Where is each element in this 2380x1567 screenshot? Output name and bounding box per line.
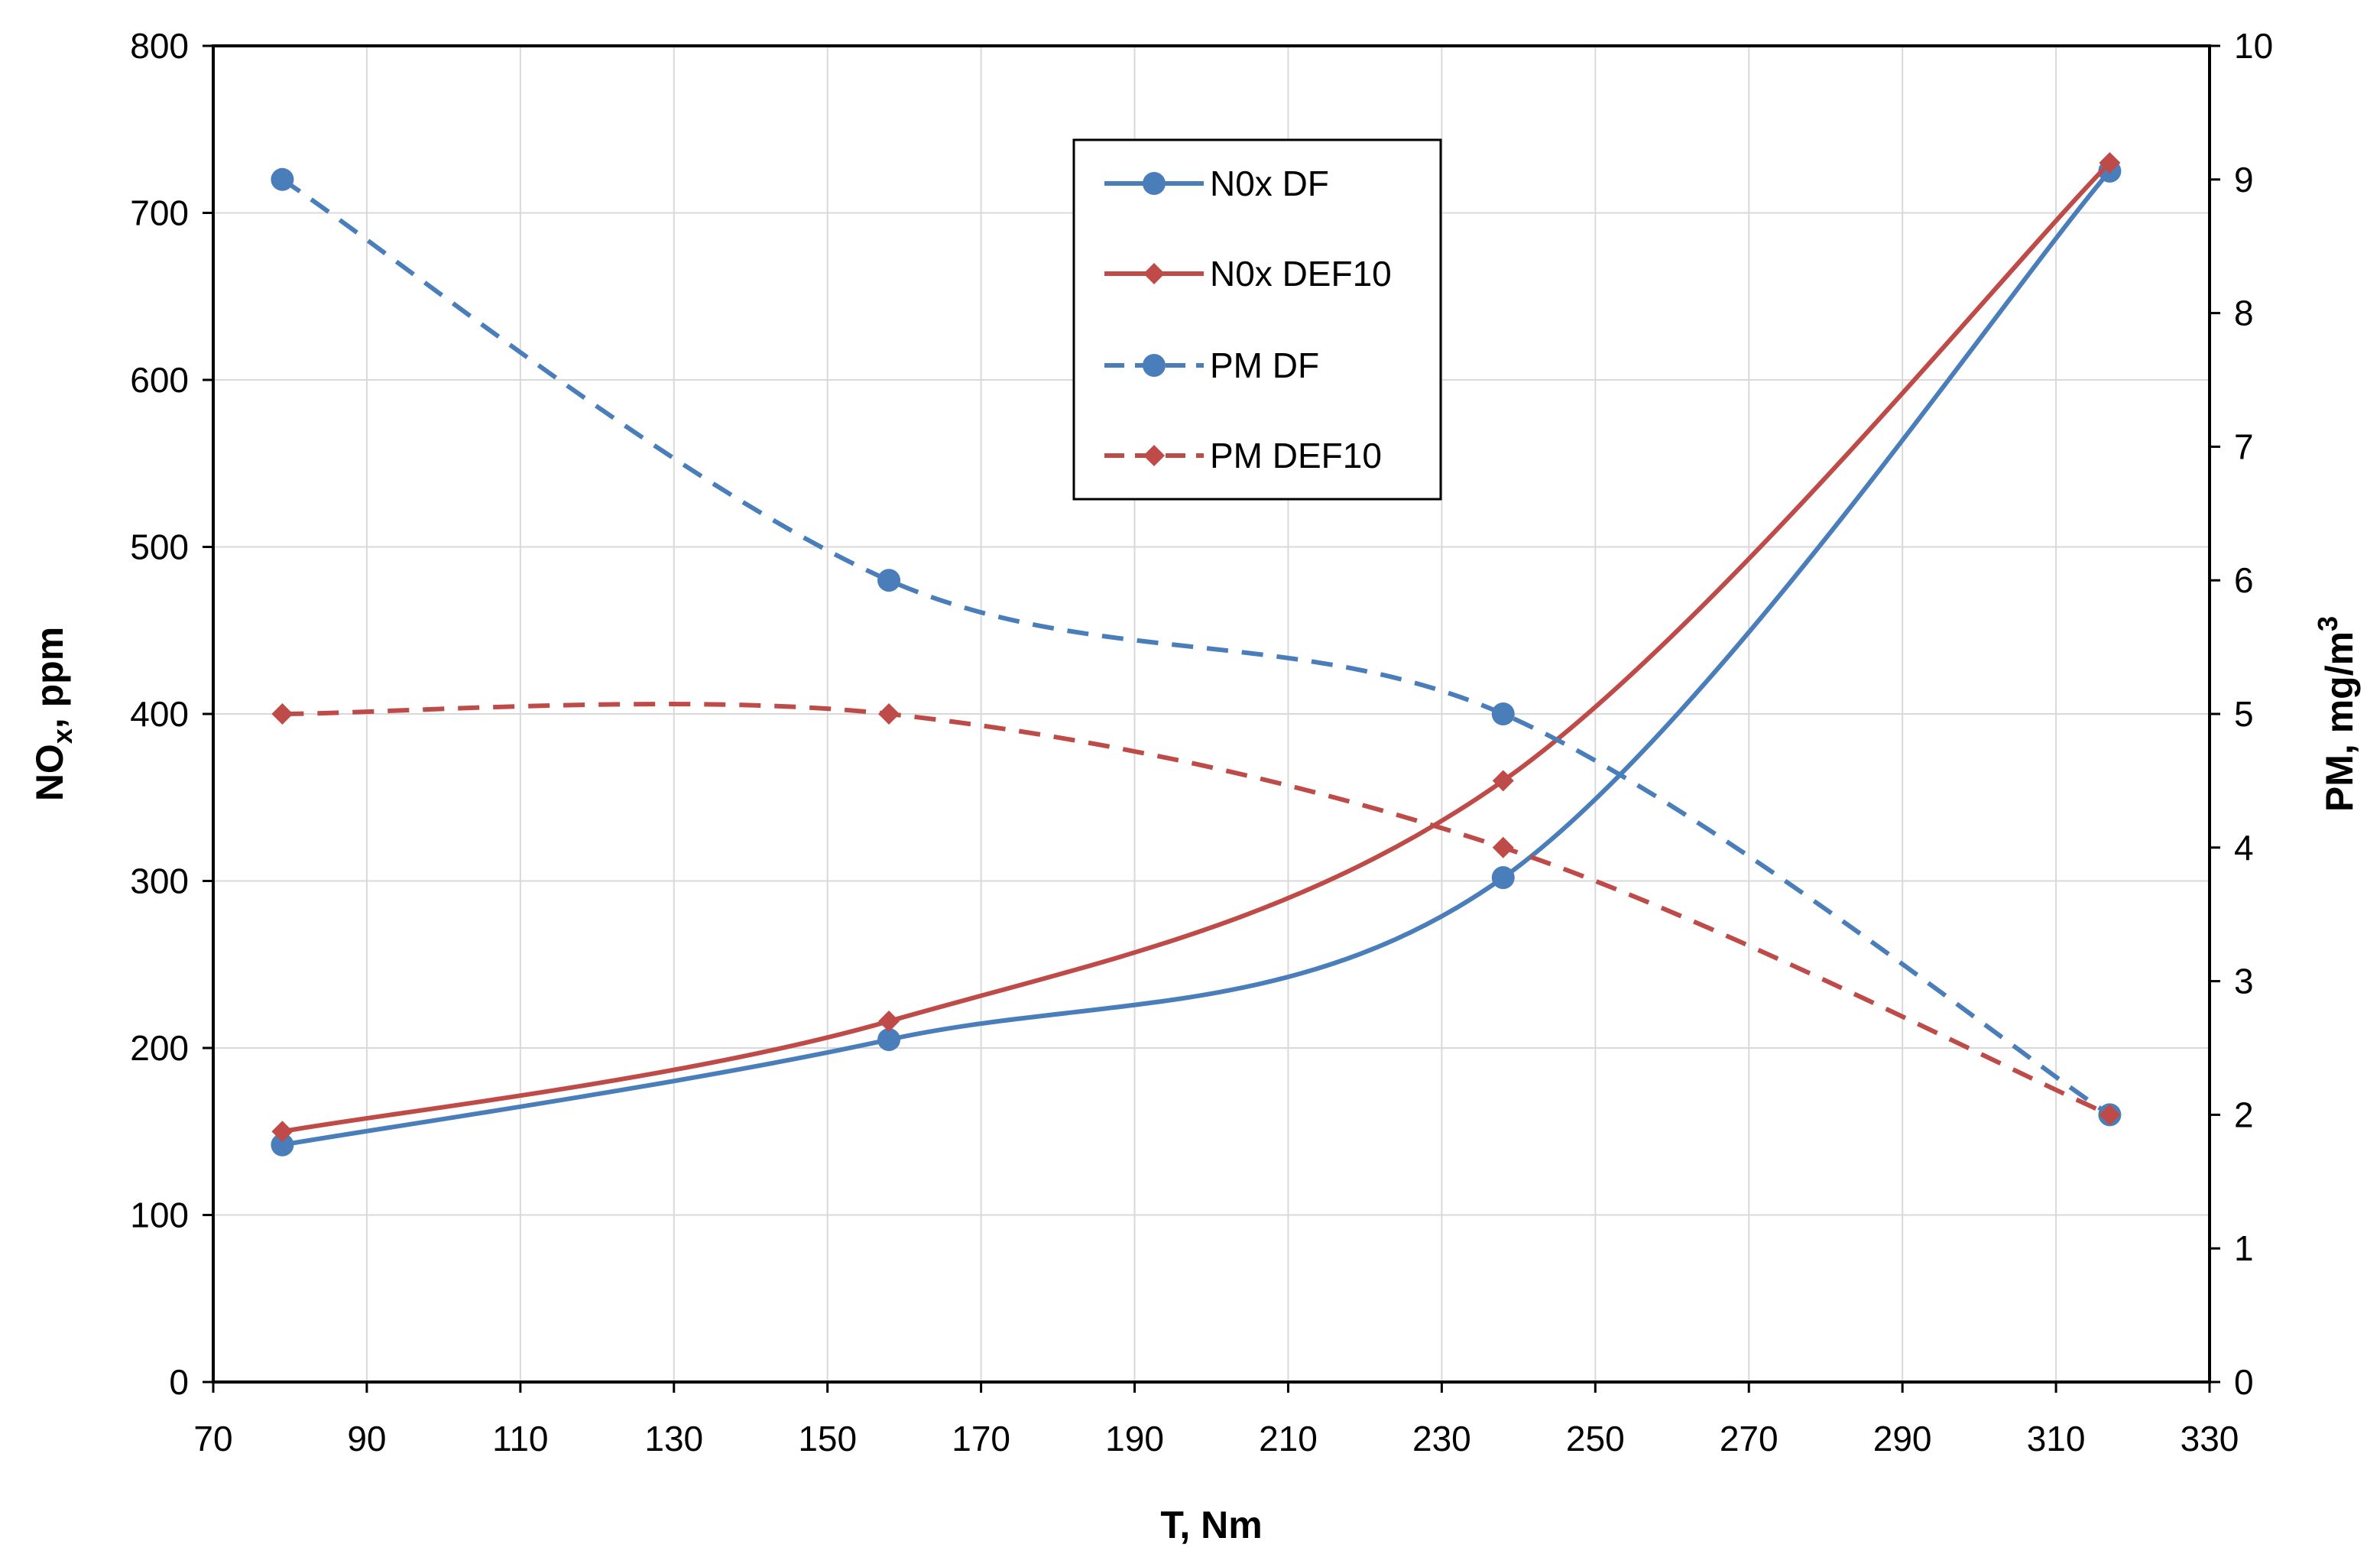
x-tick-label: 250 — [1566, 1419, 1625, 1458]
y-left-tick-label: 200 — [130, 1028, 189, 1068]
legend-marker-pm-def10 — [1143, 445, 1165, 466]
x-tick-label: 70 — [193, 1419, 232, 1458]
legend-label-n0x-def10: N0x DEF10 — [1210, 254, 1392, 294]
data-point-n0x-df — [1491, 866, 1515, 890]
series-pm-df — [271, 167, 2122, 1127]
y-left-tick-label: 500 — [130, 527, 189, 567]
y-left-tick-label: 800 — [130, 26, 189, 66]
series-n0x-def10 — [271, 151, 2121, 1143]
data-point-n0x-def10 — [878, 1011, 900, 1033]
series-line-n0x-def10 — [281, 161, 2112, 1134]
legend-marker-n0x-def10 — [1143, 263, 1165, 284]
y-axis-left-ticks: 0 100 200 300 400 500 600 700 800 — [130, 26, 213, 1402]
x-tick-label: 310 — [2027, 1419, 2086, 1458]
y-axis-right-label: PM, mg/m3 — [2312, 616, 2361, 812]
y-axis-left-label: NOx, ppm — [28, 627, 78, 801]
data-point-pm-df — [271, 167, 294, 191]
data-point-pm-def10 — [1492, 836, 1514, 858]
x-axis-label: T, Nm — [1160, 1504, 1262, 1546]
data-point-n0x-def10 — [1492, 770, 1514, 792]
data-point-n0x-df — [877, 1028, 901, 1052]
x-tick-label: 210 — [1259, 1419, 1318, 1458]
y-axis-right-ticks: 0 1 2 3 4 5 6 7 8 9 10 — [2210, 26, 2273, 1402]
x-axis-ticks: 70 90 110 130 150 170 190 210 230 250 270 290 310 330 — [193, 1382, 2239, 1458]
y-left-tick-label: 700 — [130, 193, 189, 233]
y-right-tick-label: 4 — [2234, 828, 2254, 868]
x-tick-label: 230 — [1412, 1419, 1471, 1458]
x-tick-label: 290 — [1873, 1419, 1932, 1458]
data-point-pm-def10 — [271, 703, 293, 725]
x-tick-label: 190 — [1105, 1419, 1164, 1458]
y-right-tick-label: 1 — [2234, 1228, 2254, 1268]
series-line-n0x-df — [281, 169, 2112, 1147]
x-tick-label: 270 — [1720, 1419, 1779, 1458]
data-point-n0x-def10 — [271, 1121, 293, 1143]
y-right-tick-label: 9 — [2234, 160, 2254, 200]
y-left-tick-label: 600 — [130, 360, 189, 400]
y-right-tick-label: 2 — [2234, 1095, 2254, 1134]
data-point-pm-df — [1491, 702, 1515, 725]
series-line-pm-df — [280, 177, 2112, 1117]
y-right-tick-label: 8 — [2234, 294, 2254, 333]
y-left-tick-label: 300 — [130, 861, 189, 901]
y-right-tick-label: 5 — [2234, 694, 2254, 734]
x-tick-label: 330 — [2181, 1419, 2239, 1458]
series-pm-def10 — [271, 702, 2121, 1126]
legend-label-pm-def10: PM DEF10 — [1210, 436, 1382, 475]
x-tick-label: 170 — [952, 1419, 1010, 1458]
y-right-tick-label: 10 — [2234, 26, 2273, 66]
y-right-tick-label: 6 — [2234, 560, 2254, 600]
legend-marker-pm-df — [1143, 354, 1166, 377]
legend-box — [1072, 138, 1442, 501]
x-tick-label: 90 — [347, 1419, 386, 1458]
data-point-pm-df — [877, 569, 901, 592]
data-point-pm-def10 — [878, 703, 900, 725]
y-right-tick-label: 3 — [2234, 962, 2254, 1001]
x-tick-label: 130 — [644, 1419, 703, 1458]
legend-label-n0x-df: N0x DF — [1210, 164, 1329, 203]
y-right-tick-label: 0 — [2234, 1362, 2254, 1402]
y-left-tick-label: 100 — [130, 1196, 189, 1235]
data-point-pm-def10 — [2099, 1104, 2121, 1126]
y-left-tick-label: 400 — [130, 694, 189, 734]
legend-label-pm-df: PM DF — [1210, 346, 1319, 385]
x-tick-label: 150 — [798, 1419, 857, 1458]
series-line-pm-def10 — [282, 702, 2111, 1118]
series-layer — [271, 151, 2122, 1157]
y-right-tick-label: 7 — [2234, 427, 2254, 466]
y-left-tick-label: 0 — [169, 1362, 189, 1402]
legend-marker-n0x-df — [1143, 172, 1166, 195]
data-point-n0x-def10 — [2099, 151, 2121, 174]
legend: N0x DF N0x DEF10 PM DF PM DEF10 — [1072, 138, 1442, 501]
data-point-n0x-df — [271, 1133, 294, 1157]
x-tick-label: 110 — [492, 1419, 548, 1458]
